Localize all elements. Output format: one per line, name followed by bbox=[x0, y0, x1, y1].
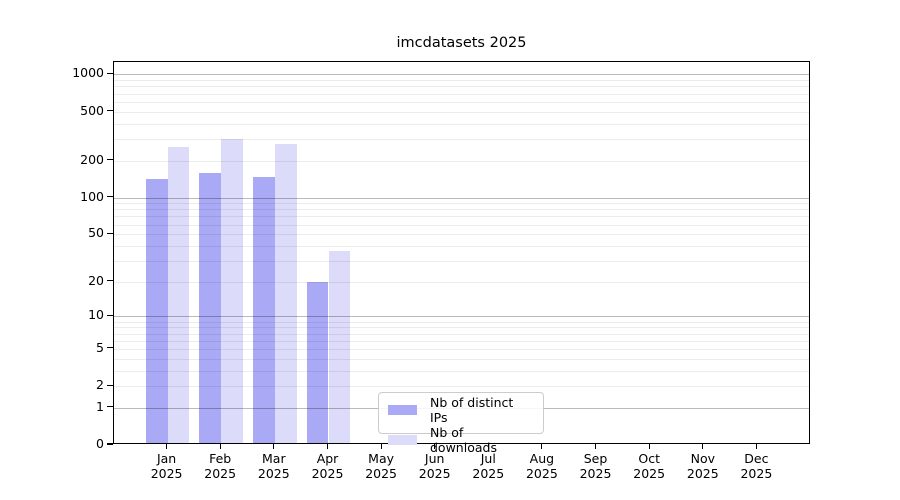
y-axis-tick bbox=[107, 280, 113, 282]
x-axis-tick bbox=[380, 444, 382, 449]
gridline-minor bbox=[114, 101, 809, 103]
gridline-minor bbox=[114, 111, 809, 113]
x-axis-tick bbox=[434, 444, 436, 449]
y-axis-tick bbox=[107, 195, 113, 198]
x-axis-tick-label: Apr 2025 bbox=[311, 451, 344, 481]
gridline-minor bbox=[114, 138, 809, 140]
bar-distinct-ips-apr bbox=[306, 282, 329, 443]
x-axis-tick bbox=[166, 444, 168, 449]
y-axis-tick bbox=[107, 159, 113, 161]
y-axis-tick-label: 5 bbox=[96, 339, 104, 355]
legend-item-downloads: Nb of downloads bbox=[388, 425, 534, 455]
y-axis-tick-label: 200 bbox=[80, 151, 104, 167]
gridline-minor bbox=[114, 340, 809, 342]
x-axis-tick-label: Jun 2025 bbox=[418, 451, 451, 481]
bar-distinct-ips-mar bbox=[253, 177, 275, 443]
gridline-minor bbox=[114, 216, 809, 218]
bar-distinct-ips-jan bbox=[145, 179, 168, 443]
gridline-minor bbox=[114, 260, 809, 262]
gridline-minor bbox=[114, 123, 809, 125]
gridline-minor bbox=[114, 358, 809, 360]
gridline-minor bbox=[114, 93, 809, 95]
legend-swatch-downloads bbox=[388, 434, 417, 446]
gridline-minor bbox=[114, 234, 809, 236]
bar-downloads-apr bbox=[328, 250, 351, 443]
legend: Nb of distinct IPs Nb of downloads bbox=[378, 392, 544, 455]
gridline-minor bbox=[114, 281, 809, 283]
x-axis-tick-label: May 2025 bbox=[365, 451, 397, 481]
y-axis-tick-label: 0 bbox=[96, 436, 104, 451]
legend-swatch-distinct-ips bbox=[388, 404, 417, 416]
y-axis-tick bbox=[107, 314, 113, 316]
y-axis-tick bbox=[107, 110, 113, 112]
gridline-major bbox=[114, 74, 809, 76]
x-axis-tick-label: Feb 2025 bbox=[204, 451, 237, 481]
plot-area bbox=[113, 61, 810, 444]
bar-downloads-mar bbox=[274, 143, 297, 443]
bar-downloads-jan bbox=[167, 147, 190, 443]
x-axis-tick-label: Dec 2025 bbox=[740, 451, 773, 481]
y-axis-tick-label: 2 bbox=[96, 377, 104, 393]
x-axis-tick bbox=[326, 444, 329, 449]
x-axis-tick bbox=[541, 444, 543, 449]
y-axis-tick-label: 100 bbox=[80, 188, 104, 204]
gridline-minor bbox=[114, 209, 809, 211]
y-axis-tick bbox=[107, 406, 113, 408]
bar-distinct-ips-feb bbox=[199, 172, 222, 443]
legend-item-distinct-ips: Nb of distinct IPs bbox=[388, 395, 534, 425]
x-axis-tick-label: Sep 2025 bbox=[579, 451, 612, 481]
gridline-minor bbox=[114, 80, 809, 82]
y-axis-tick bbox=[107, 232, 113, 234]
x-axis-tick bbox=[702, 444, 704, 449]
gridline-major bbox=[114, 197, 809, 199]
x-axis-tick-label: Nov 2025 bbox=[686, 451, 719, 481]
gridline-major bbox=[114, 316, 809, 318]
gridline-minor bbox=[114, 245, 809, 247]
x-axis-tick bbox=[594, 444, 597, 449]
gridline-minor bbox=[114, 160, 809, 162]
legend-label-distinct-ips: Nb of distinct IPs bbox=[430, 395, 514, 425]
gridline-minor bbox=[114, 333, 809, 335]
gridline-minor bbox=[114, 370, 809, 372]
gridline-minor bbox=[114, 321, 809, 323]
y-axis-tick bbox=[107, 72, 113, 74]
gridline-minor bbox=[114, 386, 809, 388]
x-axis-tick-label: Aug 2025 bbox=[525, 451, 558, 481]
chart-title: imcdatasets 2025 bbox=[396, 35, 527, 51]
y-axis-tick-label: 20 bbox=[88, 272, 104, 288]
legend-label-downloads: Nb of downloads bbox=[430, 425, 497, 455]
bar-downloads-feb bbox=[221, 138, 243, 443]
x-axis-tick bbox=[273, 444, 275, 449]
x-axis-tick-label: Jan 2025 bbox=[150, 451, 183, 481]
y-axis-tick bbox=[107, 384, 113, 386]
y-axis-tick-label: 50 bbox=[88, 225, 104, 241]
gridline-minor bbox=[114, 348, 809, 350]
x-axis-tick bbox=[219, 444, 221, 449]
gridline-minor bbox=[114, 224, 809, 226]
y-axis-tick-label: 500 bbox=[80, 102, 104, 118]
gridline-minor bbox=[114, 86, 809, 88]
y-axis-tick-label: 1 bbox=[96, 398, 104, 414]
x-axis-tick bbox=[648, 444, 650, 449]
y-axis-tick-label: 1000 bbox=[72, 65, 104, 81]
x-axis-tick bbox=[487, 444, 489, 449]
x-axis-tick-label: Mar 2025 bbox=[257, 451, 290, 481]
y-axis-tick bbox=[107, 443, 113, 445]
y-axis-tick-label: 10 bbox=[88, 307, 104, 323]
y-axis-tick bbox=[107, 347, 113, 349]
x-axis-tick-label: Oct 2025 bbox=[633, 451, 666, 481]
x-axis-tick bbox=[755, 444, 757, 449]
gridline-minor bbox=[114, 327, 809, 329]
gridline-minor bbox=[114, 203, 809, 205]
x-axis-tick-label: Jul 2025 bbox=[472, 451, 505, 481]
